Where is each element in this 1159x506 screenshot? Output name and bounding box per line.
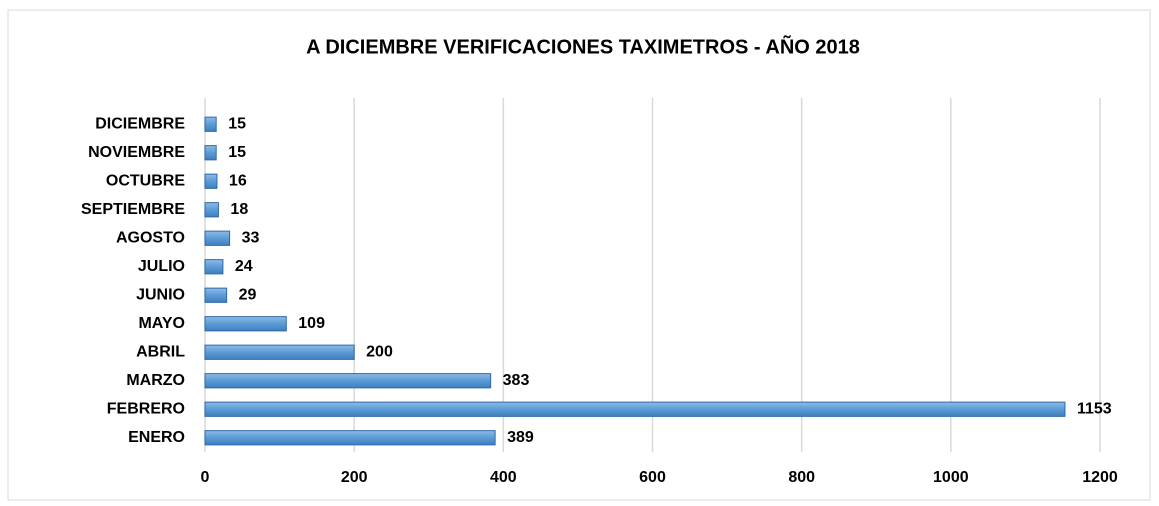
bar bbox=[204, 116, 217, 132]
bar bbox=[204, 316, 287, 332]
value-label: 15 bbox=[228, 115, 246, 132]
y-tick-label: ABRIL bbox=[136, 343, 185, 360]
value-label: 109 bbox=[298, 315, 325, 332]
x-tick-label: 400 bbox=[490, 469, 517, 486]
x-tick-label: 600 bbox=[639, 469, 666, 486]
y-tick-label: JULIO bbox=[138, 258, 185, 275]
value-label: 29 bbox=[239, 286, 257, 303]
bar bbox=[204, 173, 218, 189]
y-tick-label: ENERO bbox=[128, 429, 185, 446]
y-tick-label: MAYO bbox=[138, 315, 185, 332]
y-tick-label: NOVIEMBRE bbox=[88, 144, 185, 161]
bar bbox=[204, 287, 228, 303]
x-tick-label: 0 bbox=[201, 469, 210, 486]
x-tick-label: 1200 bbox=[1082, 469, 1118, 486]
y-tick-label: JUNIO bbox=[136, 286, 185, 303]
y-tick-label: MARZO bbox=[126, 372, 185, 389]
x-tick-label: 1000 bbox=[933, 469, 969, 486]
chart-title: A DICIEMBRE VERIFICACIONES TAXIMETROS - … bbox=[306, 35, 860, 58]
bar bbox=[204, 344, 355, 360]
value-label: 33 bbox=[242, 229, 260, 246]
y-tick-label: SEPTIEMBRE bbox=[81, 201, 185, 218]
y-tick-label: OCTUBRE bbox=[106, 172, 185, 189]
bar bbox=[204, 430, 496, 446]
value-label: 383 bbox=[503, 372, 530, 389]
bar bbox=[204, 373, 492, 389]
value-label: 200 bbox=[366, 343, 393, 360]
x-tick-label: 800 bbox=[788, 469, 815, 486]
x-tick-label: 200 bbox=[341, 469, 368, 486]
value-label: 389 bbox=[507, 429, 534, 446]
y-tick-label: AGOSTO bbox=[116, 229, 185, 246]
bar bbox=[204, 259, 224, 275]
value-label: 1153 bbox=[1077, 400, 1112, 417]
value-label: 16 bbox=[229, 172, 247, 189]
y-tick-label: FEBRERO bbox=[107, 400, 185, 417]
value-label: 18 bbox=[230, 201, 248, 218]
bar bbox=[204, 401, 1066, 417]
value-label: 15 bbox=[228, 144, 246, 161]
bar bbox=[204, 230, 231, 246]
bar bbox=[204, 145, 217, 161]
value-label: 24 bbox=[235, 258, 253, 275]
y-tick-label: DICIEMBRE bbox=[95, 115, 185, 132]
bar bbox=[204, 202, 219, 218]
chart-frame bbox=[7, 9, 1151, 501]
